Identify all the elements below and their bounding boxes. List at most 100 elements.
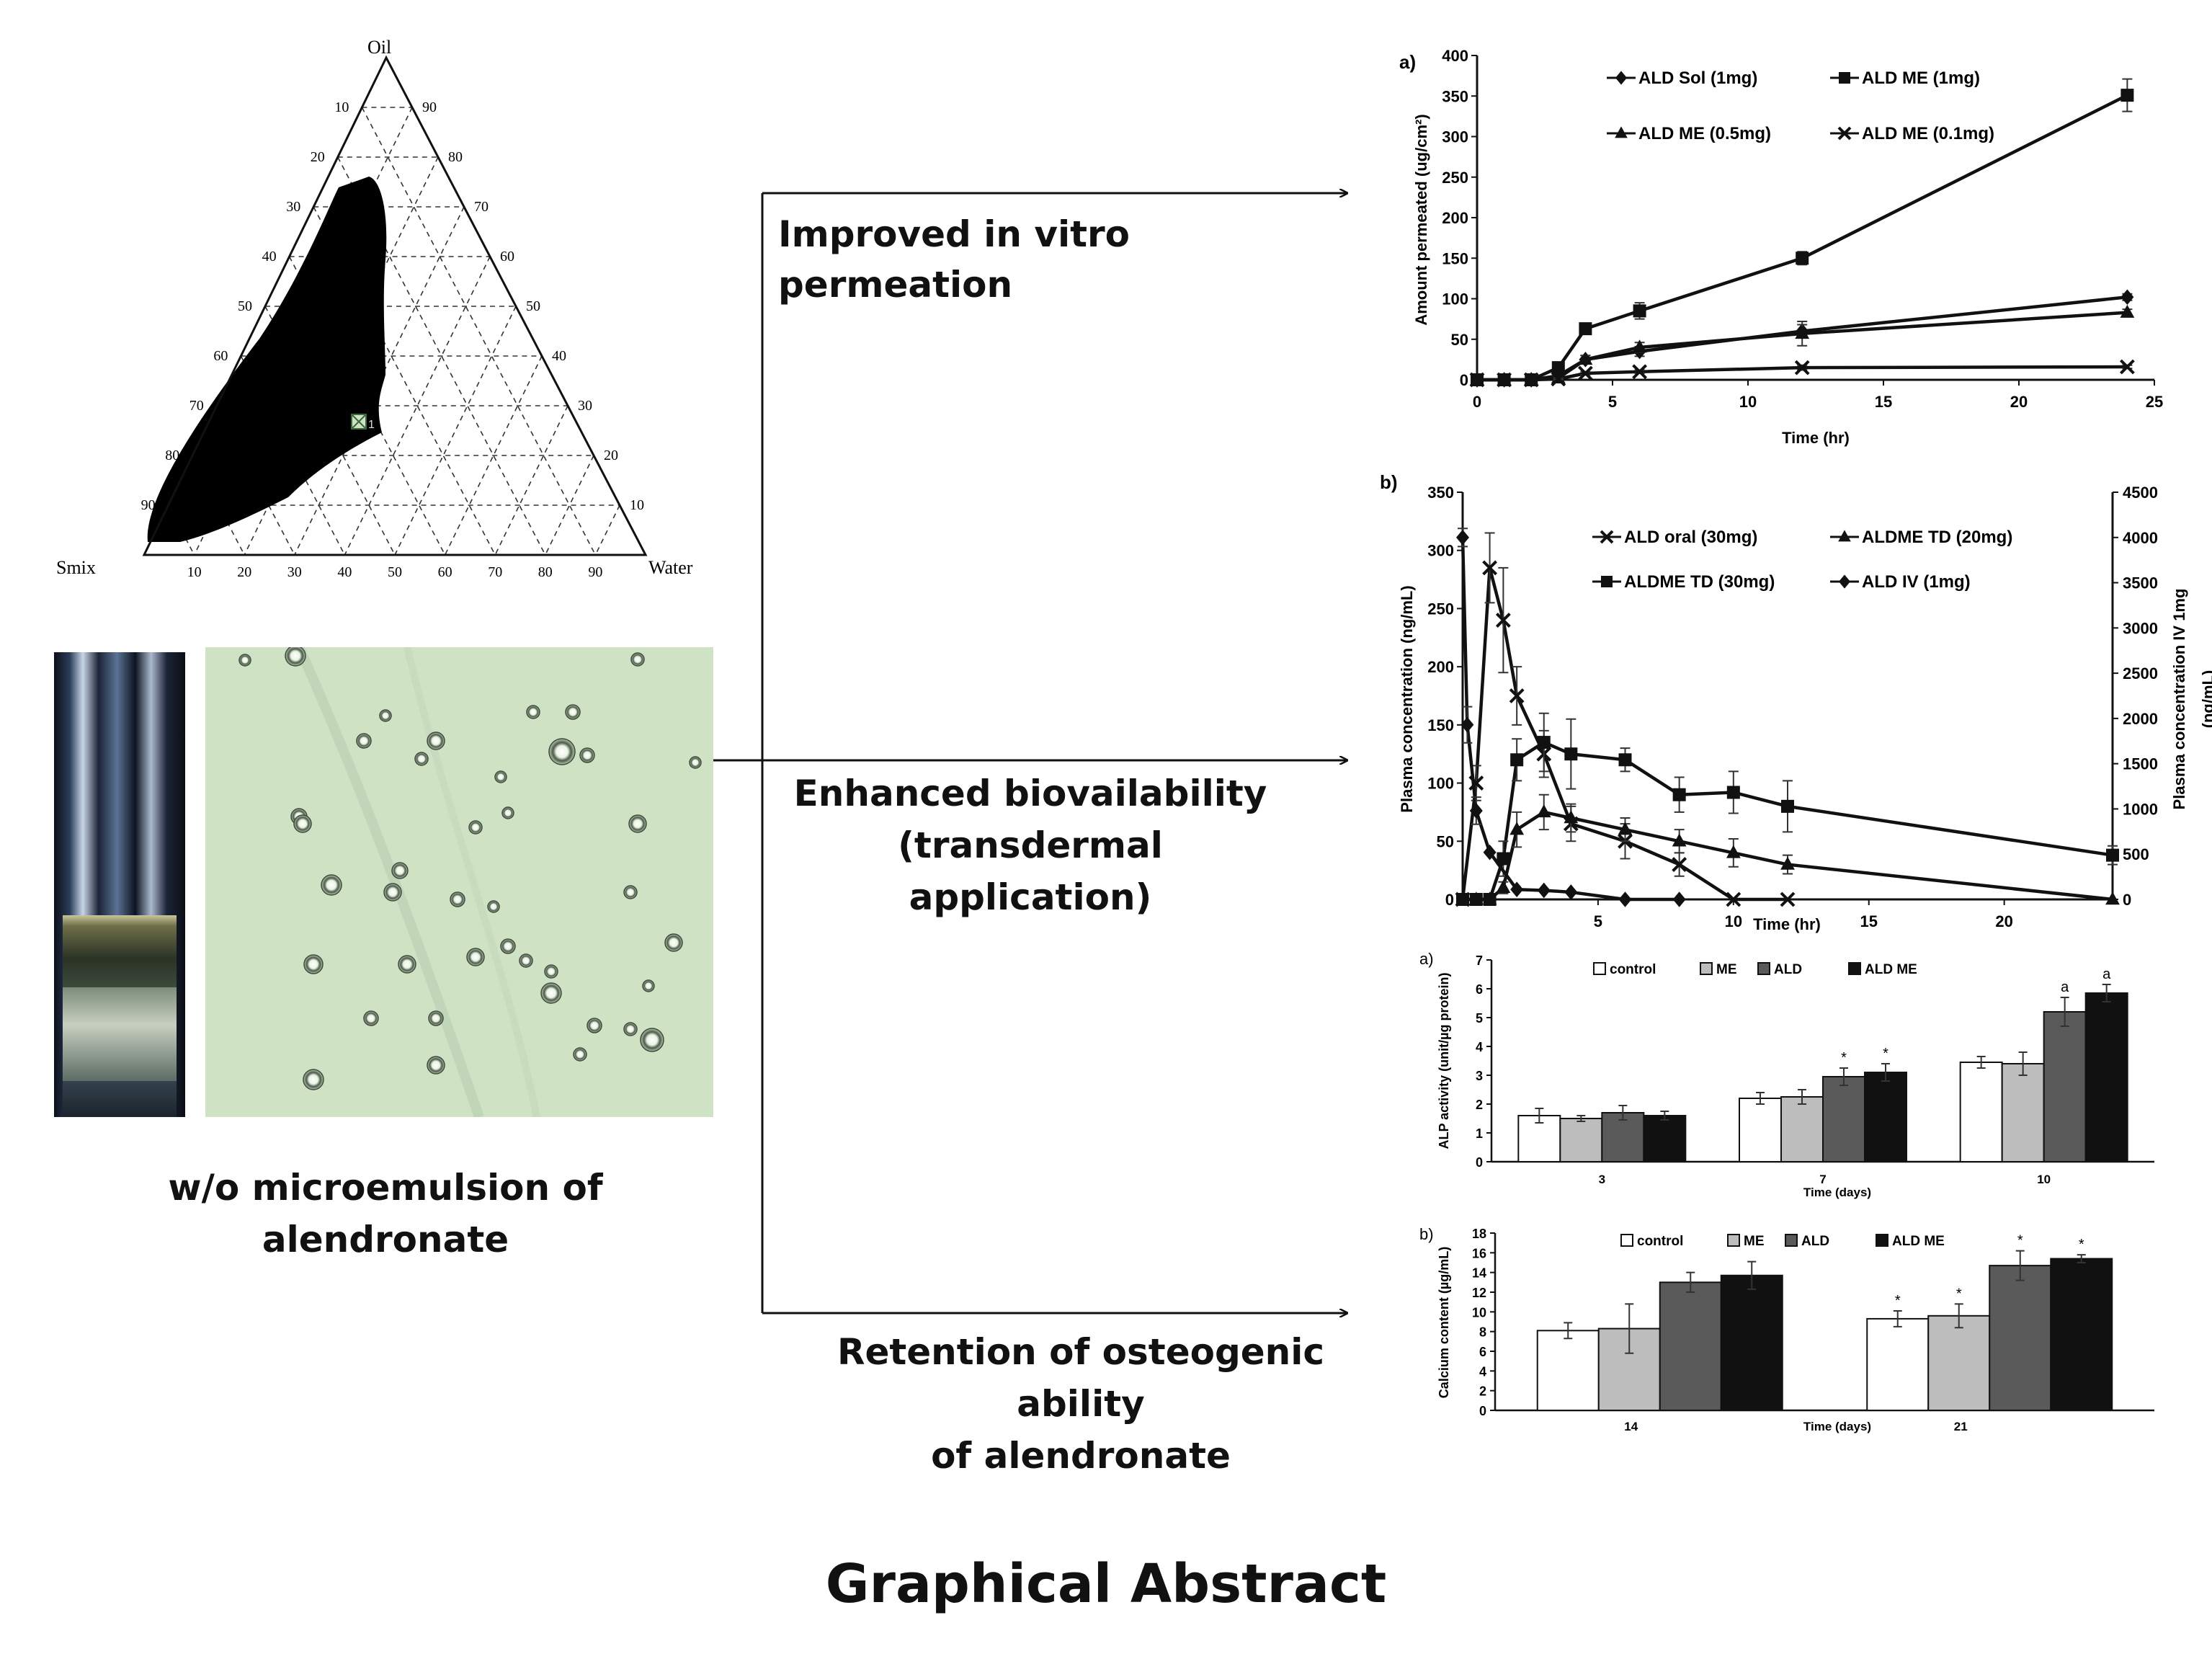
ternary-tick-left: 90 <box>141 497 156 513</box>
data-point <box>1483 893 1497 906</box>
data-point <box>1672 788 1686 801</box>
bar <box>2043 1011 2087 1162</box>
error-bar <box>1625 1303 1634 1354</box>
alp-chart: a) 0 1 2 3 4 5 6 7 3 7 * * 10 a a Time (days) ALP activit… <box>1419 950 2154 1199</box>
legend-label: control <box>1610 962 1656 977</box>
y-tick-label: 7 <box>1476 953 1483 968</box>
data-point <box>1469 803 1483 819</box>
y-tick-label: 8 <box>1479 1325 1486 1340</box>
x-tick-label: 10 <box>1725 912 1742 930</box>
ternary-apex-smix: Smix <box>56 557 96 578</box>
y-tick-label: 50 <box>1437 832 1454 850</box>
micrograph-droplet <box>501 806 514 819</box>
x-axis-label: Time (days) <box>1803 1186 1871 1199</box>
x-tick-label: 15 <box>1875 393 1892 411</box>
data-point <box>2105 891 2120 905</box>
bar <box>1659 1281 1722 1412</box>
micrograph-droplet <box>587 1018 602 1033</box>
micrograph-droplet <box>428 1010 444 1026</box>
legend-label: ME <box>1716 962 1737 977</box>
bioavailability-caption-line2: (transdermal application) <box>898 824 1163 918</box>
y2-tick-label: 2000 <box>2123 710 2158 728</box>
y-tick-label: 350 <box>1427 484 1454 502</box>
legend-label: ME <box>1744 1234 1765 1249</box>
bar <box>1720 1274 1783 1412</box>
micrograph-droplet <box>640 1028 664 1052</box>
y2-tick-label: 3000 <box>2123 619 2158 637</box>
y-tick-label: 350 <box>1442 87 1468 105</box>
y-tick-label: 400 <box>1442 47 1468 65</box>
y-tick-label: 2 <box>1476 1098 1483 1112</box>
y-tick-label: 150 <box>1442 249 1468 267</box>
y-tick-label: 0 <box>1445 891 1454 909</box>
vial-photo <box>54 652 185 1117</box>
legend-marker <box>1615 71 1627 85</box>
y-tick-label: 18 <box>1472 1227 1486 1241</box>
bar <box>1643 1115 1687 1162</box>
ternary-tick-bottom: 90 <box>588 564 602 580</box>
ternary-tick-bottom: 80 <box>538 564 553 580</box>
data-point <box>1672 833 1687 847</box>
y2-tick-label: 500 <box>2123 845 2149 863</box>
vial-liquid <box>63 915 177 987</box>
error-bar <box>2015 1250 2025 1281</box>
data-point <box>1497 372 1512 388</box>
bar <box>1927 1315 1991 1411</box>
ternary-tick-bottom: 20 <box>237 564 251 580</box>
y-tick-label: 5 <box>1476 1011 1483 1026</box>
ternary-tick-left: 20 <box>311 149 325 165</box>
data-point <box>1482 560 1497 576</box>
ternary-tick-right: 50 <box>526 298 540 314</box>
micrograph-droplets <box>238 647 702 1090</box>
y-tick-label: 50 <box>1451 331 1468 349</box>
y2-tick-label: 2500 <box>2123 664 2158 682</box>
data-point <box>1496 880 1511 894</box>
legend-marker <box>1601 576 1613 587</box>
micrograph-droplet <box>356 733 372 749</box>
legend-marker <box>1839 72 1850 84</box>
micrograph-droplet <box>500 938 516 954</box>
bioavailability-caption-line1: Enhanced biovailability <box>793 773 1267 814</box>
ternary-tick-right: 20 <box>604 448 618 463</box>
micrograph-droplet <box>468 820 483 835</box>
x-axis-label: Time (hr) <box>1753 915 1821 933</box>
data-point <box>1632 339 1647 353</box>
data-point <box>1509 688 1525 703</box>
significance-mark: * <box>1841 1050 1847 1066</box>
y2-axis-label-line2: (ng/mL) <box>2199 670 2212 729</box>
micrograph-droplet <box>628 814 647 833</box>
micrograph-droplet <box>321 874 342 896</box>
micrograph-droplet <box>540 982 562 1004</box>
y-tick-label: 300 <box>1427 542 1454 560</box>
legend-label: ALDME TD (20mg) <box>1862 528 2012 547</box>
significance-mark: * <box>1883 1046 1888 1062</box>
y-tick-label: 4 <box>1479 1364 1486 1379</box>
legend-swatch <box>1620 1234 1633 1247</box>
bar <box>1864 1072 1907 1162</box>
x-tick-label: 3 <box>1599 1173 1605 1186</box>
legend-label: ALD ME <box>1865 962 1917 977</box>
y2-tick-label: 3500 <box>2123 574 2158 592</box>
y-tick-label: 4 <box>1476 1040 1483 1054</box>
data-point <box>1564 884 1578 900</box>
bar <box>1559 1118 1603 1162</box>
y-tick-label: 100 <box>1427 775 1454 793</box>
micrograph-droplet <box>363 1010 379 1026</box>
panel-label: a) <box>1419 950 1434 968</box>
x-tick-label: 14 <box>1624 1420 1638 1433</box>
y-tick-label: 6 <box>1476 982 1483 997</box>
data-point <box>1618 753 1632 767</box>
x-tick-label: 10 <box>2037 1173 2051 1186</box>
error-bar <box>1747 1260 1757 1290</box>
bar <box>1780 1096 1824 1162</box>
data-point <box>1460 716 1474 733</box>
data-point <box>1509 822 1525 835</box>
x-tick-label: 20 <box>2010 393 2028 411</box>
micrograph-droplet <box>565 704 581 720</box>
y-tick-label: 6 <box>1479 1345 1486 1359</box>
data-point <box>1618 891 1632 907</box>
y2-tick-label: 1000 <box>2123 800 2158 818</box>
significance-mark: * <box>1895 1293 1901 1309</box>
error-bar <box>2077 1254 2086 1263</box>
micrograph-droplet <box>689 756 702 769</box>
